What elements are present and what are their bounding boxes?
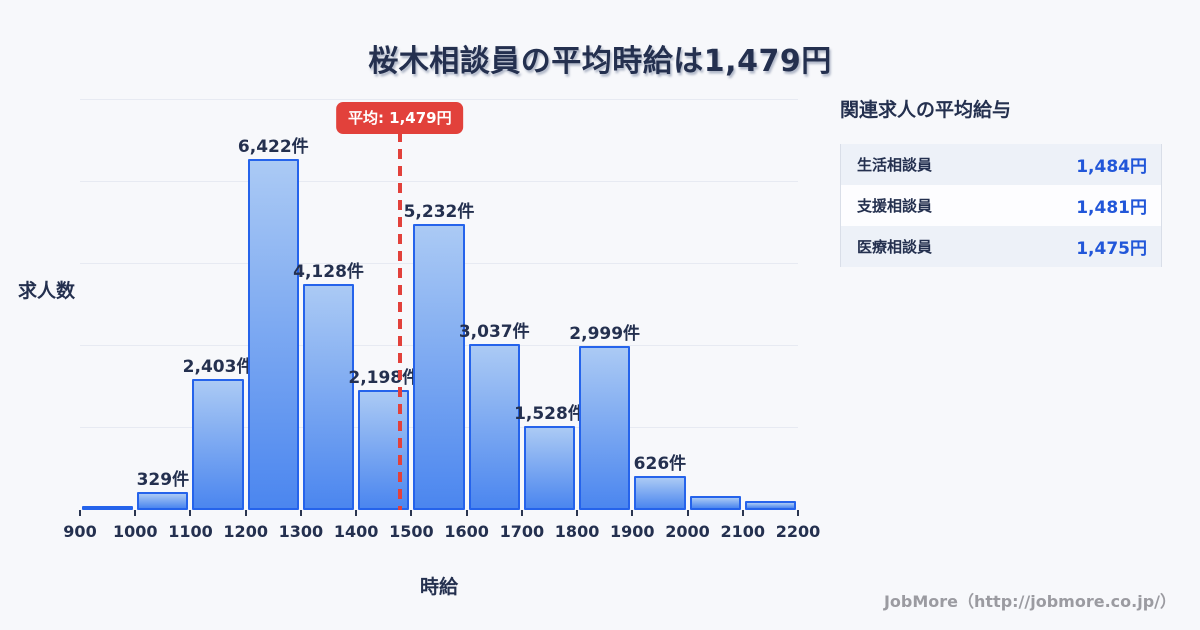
histogram-bar: 4,128件 [293,262,364,510]
bar-value-label: 6,422件 [237,136,309,157]
salary-value: 1,484円 [1076,157,1147,177]
histogram-bar: 2,999件 [569,324,640,510]
tick-label: 1600 [444,522,489,541]
tick-label: 1900 [610,522,655,541]
gridline [80,181,798,182]
salary-value: 1,481円 [1076,198,1147,218]
bar-value-label: 329件 [136,470,190,491]
salary-job-label: 支援相談員 [857,197,933,215]
salary-job-label: 医療相談員 [857,238,933,256]
tick-mark [631,510,634,516]
tick-label: 900 [63,522,97,541]
bar-value-label: 4,128件 [293,262,364,283]
tick-mark [797,510,799,516]
histogram-bar: 329件 [137,470,189,510]
bar-value-label: 2,999件 [569,324,641,345]
tick-mark [299,510,302,516]
tick-mark [410,510,413,516]
histogram-bar: 1,528件 [514,404,585,510]
bar-value-label: 2,403件 [182,356,254,377]
x-axis-label: 時給 [419,576,458,598]
histogram-bar: 2,403件 [183,357,253,510]
histogram-bar: 626件 [634,454,686,510]
tick-label: 2100 [720,522,766,541]
tick-mark [576,510,579,516]
histogram-bar [82,506,134,510]
tick-label: 1200 [223,522,268,541]
page-title: 桜木相談員の平均時給は1,479円 [368,44,832,79]
tick-mark [189,510,192,516]
salary-list: 生活相談員 1,484円支援相談員 1,481円医療相談員 1,475円 [840,144,1162,267]
mean-line [397,132,402,510]
y-axis-label: 求人数 [18,280,76,302]
histogram-bar: 6,422件 [238,137,309,510]
tick-label: 1300 [278,522,324,541]
related-salaries-panel: 関連求人の平均給与 生活相談員 1,484円支援相談員 1,481円医療相談員 1,4… [840,95,1162,267]
tick-mark [741,510,744,516]
tick-mark [686,510,689,516]
salary-row: 支援相談員 1,481円 [841,185,1161,226]
tick-mark [244,510,247,516]
panel-title: 関連求人の平均給与 [840,99,1012,121]
x-axis-ticks: 900 1000 1100 1200 1300 1400 1500 1600 1700 1800 1… [63,510,820,550]
tick-label: 2000 [665,522,710,541]
bar-value-label: 1,528件 [514,404,585,425]
gridline [80,99,798,100]
tick-label: 1400 [333,522,379,541]
tick-label: 1700 [499,522,545,541]
tick-mark [79,510,81,516]
bar-value-label: 2,198件 [348,367,420,388]
histogram-bar [689,496,741,510]
tick-label: 2200 [775,522,821,541]
histogram-plot: 329件 2,403件 6,422件 4,128件 2,198件 5,232件 3,037件… [80,99,798,510]
tick-label: 1100 [168,522,213,541]
credit-text: JobMore（http://jobmore.co.jp/） [883,592,1176,611]
tick-mark [520,510,523,516]
tick-label: 1000 [112,522,158,541]
mean-badge: 平均: 1,479円 [335,102,464,134]
salary-value: 1,475円 [1076,239,1147,259]
bar-value-label: 5,232件 [403,201,475,222]
histogram-bar: 3,037件 [459,322,530,510]
tick-mark [134,510,137,516]
tick-label: 1500 [389,522,434,541]
tick-mark [355,510,358,516]
bar-value-label: 626件 [633,453,687,474]
salary-job-label: 生活相談員 [857,156,933,174]
bar-value-label: 3,037件 [458,321,530,342]
salary-row: 生活相談員 1,484円 [841,144,1161,185]
histogram-bar: 5,232件 [404,202,474,510]
tick-mark [465,510,468,516]
tick-label: 1800 [554,522,600,541]
salary-row: 医療相談員 1,475円 [841,226,1161,267]
histogram-bar [744,500,796,510]
